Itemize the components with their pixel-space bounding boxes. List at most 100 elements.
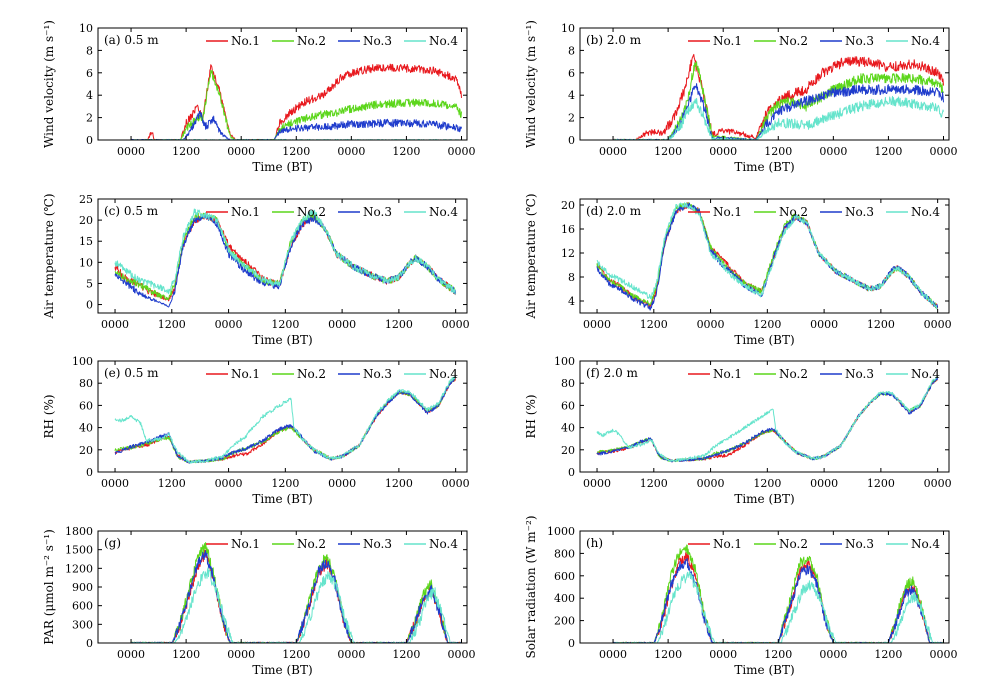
x-tick-label: 1200	[753, 477, 781, 490]
series-group	[114, 208, 457, 308]
x-tick-label: 0000	[599, 145, 627, 158]
y-tick-label: 100	[554, 355, 575, 368]
series-line-no1	[114, 377, 457, 464]
x-tick-label: 0000	[819, 648, 847, 661]
y-tick-label: 8	[86, 44, 93, 57]
y-tick-label: 1800	[65, 525, 93, 538]
series-line-no4	[114, 208, 456, 295]
y-tick-label: 8	[568, 44, 575, 57]
legend-label: No.1	[713, 537, 742, 551]
y-tick-label: 12	[561, 247, 575, 260]
x-tick-label: 0000	[447, 145, 475, 158]
y-tick-label: 0	[86, 134, 93, 147]
series-line-no4	[596, 376, 939, 462]
x-axis-label: Time (BT)	[252, 160, 312, 174]
legend-label: No.2	[779, 205, 808, 219]
x-tick-label: 1200	[867, 318, 895, 331]
x-tick-label: 0000	[328, 318, 356, 331]
x-tick-label: 1200	[640, 318, 668, 331]
y-tick-label: 800	[554, 547, 575, 560]
series-line-no2	[114, 376, 457, 464]
y-tick-label: 1000	[547, 525, 575, 538]
x-tick-label: 0000	[924, 318, 952, 331]
legend-label: No.1	[231, 205, 260, 219]
legend-label: No.1	[231, 537, 260, 551]
legend-label: No.4	[911, 34, 940, 48]
legend-label: No.4	[429, 367, 458, 381]
x-tick-label: 1200	[271, 477, 299, 490]
x-tick-label: 0000	[101, 477, 129, 490]
legend-label: No.1	[713, 205, 742, 219]
x-tick-label: 0000	[709, 648, 737, 661]
y-tick-label: 20	[79, 214, 93, 227]
y-axis-label: Air temperature (℃)	[524, 193, 538, 319]
x-tick-label: 1200	[282, 648, 310, 661]
x-tick-label: 0000	[810, 477, 838, 490]
legend-label: No.4	[429, 34, 458, 48]
legend-label: No.1	[231, 367, 260, 381]
x-tick-label: 0000	[583, 318, 611, 331]
legend-label: No.4	[911, 367, 940, 381]
y-tick-label: 0	[568, 466, 575, 479]
x-axis-label: Time (BT)	[734, 492, 794, 506]
series-group	[612, 53, 944, 140]
y-tick-label: 6	[86, 67, 93, 80]
y-tick-label: 20	[561, 444, 575, 457]
y-tick-label: 100	[72, 355, 93, 368]
x-tick-label: 0000	[117, 145, 145, 158]
y-axis-label: Wind velocity (m s⁻¹)	[524, 20, 538, 148]
y-tick-label: 400	[554, 592, 575, 605]
y-tick-label: 4	[568, 295, 575, 308]
y-tick-label: 10	[79, 22, 93, 35]
x-tick-label: 0000	[442, 318, 470, 331]
x-tick-label: 1200	[385, 477, 413, 490]
panel-h: 0000 1200 0000 1200 0000 1200 0000020040060080…	[524, 515, 957, 677]
series-line-no1	[114, 212, 457, 302]
x-tick-label: 1200	[764, 145, 792, 158]
y-tick-label: 25	[79, 193, 93, 206]
y-axis-label: Solar radiation (W m⁻²)	[524, 515, 538, 658]
y-tick-label: 1500	[65, 544, 93, 557]
y-tick-label: 5	[86, 277, 93, 290]
legend-label: No.2	[297, 537, 326, 551]
x-tick-label: 1200	[654, 145, 682, 158]
legend-label: No.1	[713, 34, 742, 48]
x-axis-label: Time (BT)	[734, 333, 794, 347]
y-tick-label: 16	[561, 223, 575, 236]
series-line-no1	[596, 202, 939, 310]
panel-label: (g)	[104, 536, 121, 550]
series-line-no4	[596, 202, 938, 310]
x-tick-label: 0000	[599, 648, 627, 661]
x-axis-label: Time (BT)	[252, 492, 312, 506]
x-axis-label: Time (BT)	[734, 663, 794, 677]
x-tick-label: 0000	[819, 145, 847, 158]
panel-label: (d) 2.0 m	[586, 204, 642, 218]
y-tick-label: 0	[568, 134, 575, 147]
panel-c: 0000 1200 0000 1200 0000 1200 00000510152025Ti…	[42, 193, 470, 347]
series-group	[130, 542, 462, 643]
y-tick-label: 6	[568, 67, 575, 80]
panel-a: 0000 1200 0000 1200 0000 1200 00000246810Time …	[42, 20, 475, 174]
x-tick-label: 0000	[117, 648, 145, 661]
panel-label: (a) 0.5 m	[104, 33, 159, 47]
panel-b: 0000 1200 0000 1200 0000 1200 00000246810Time …	[524, 20, 957, 174]
y-tick-label: 600	[554, 570, 575, 583]
series-group	[596, 202, 939, 311]
x-tick-label: 0000	[227, 145, 255, 158]
x-tick-label: 1200	[392, 648, 420, 661]
y-tick-label: 900	[72, 581, 93, 594]
y-tick-label: 4	[568, 89, 575, 102]
y-tick-label: 600	[72, 600, 93, 613]
x-tick-label: 0000	[697, 477, 725, 490]
x-tick-label: 0000	[328, 477, 356, 490]
y-tick-label: 1200	[65, 562, 93, 575]
series-line-no3	[130, 550, 462, 643]
series-line-no4	[114, 376, 457, 464]
panel-label: (b) 2.0 m	[586, 33, 642, 47]
x-tick-label: 0000	[337, 648, 365, 661]
y-axis-label: PAR (μmol m⁻² s⁻¹)	[42, 529, 56, 645]
x-tick-label: 0000	[101, 318, 129, 331]
plot-frame	[579, 27, 950, 141]
series-line-no3	[130, 110, 462, 140]
